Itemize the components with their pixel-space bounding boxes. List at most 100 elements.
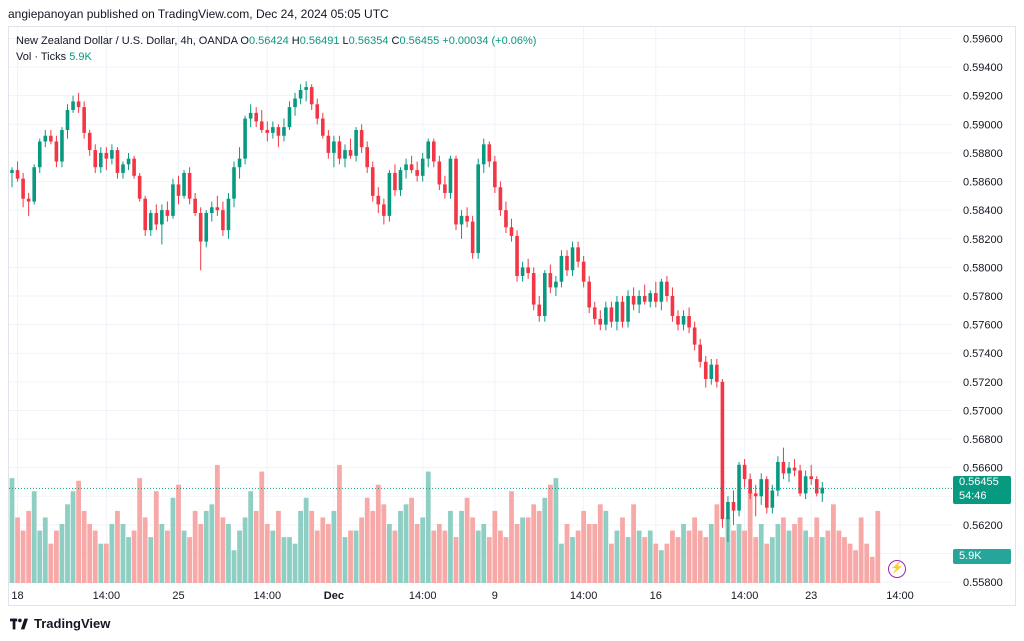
candle-body <box>26 198 31 202</box>
candle-body <box>448 158 453 193</box>
candle-body <box>692 327 697 345</box>
volume-bar <box>92 530 98 583</box>
candle-body <box>171 184 175 216</box>
candle-body <box>282 127 286 136</box>
volume-bar <box>387 524 392 583</box>
candle-body <box>648 293 653 302</box>
volume-bar <box>459 510 464 583</box>
candle-body <box>215 207 220 211</box>
open-value: 0.56424 <box>248 35 289 47</box>
last-price-tag: 0.56455 <box>953 476 1011 490</box>
high-label: H <box>291 35 300 47</box>
volume-bar <box>570 537 575 583</box>
y-tick-label: 0.56200 <box>963 520 1003 532</box>
volume-bar <box>325 524 331 583</box>
y-tick-label: 0.58200 <box>963 234 1003 246</box>
open-label: O <box>240 35 249 47</box>
lightning-icon[interactable]: ⚡ <box>888 560 906 578</box>
volume-bar <box>15 517 20 583</box>
volume-bar <box>425 471 431 583</box>
volume-bar <box>520 517 525 583</box>
volume-bar <box>675 537 681 583</box>
candle-body <box>459 215 464 225</box>
candle-body <box>376 195 381 205</box>
x-tick-label: 14:00 <box>409 590 437 602</box>
candle-body <box>404 164 408 171</box>
volume-bar <box>375 484 381 583</box>
candle-body <box>437 161 442 185</box>
candle-body <box>10 170 14 173</box>
volume-bar <box>525 517 531 583</box>
volume-bar <box>536 510 542 583</box>
candle-body <box>121 164 125 173</box>
candle-body <box>715 364 719 382</box>
candle-body <box>104 152 109 159</box>
volume-bar <box>409 497 414 583</box>
close-label: C <box>391 35 400 47</box>
x-tick-label: 14:00 <box>886 590 914 602</box>
volume-bar <box>681 524 686 583</box>
volume-bar <box>142 517 148 583</box>
volume-bar <box>337 465 342 583</box>
volume-bar <box>670 530 675 583</box>
candle-body <box>221 210 225 231</box>
candle-body <box>814 479 819 494</box>
y-tick-label: 0.57800 <box>963 291 1003 303</box>
volume-bar <box>203 510 209 583</box>
y-tick-label: 0.58400 <box>963 205 1003 217</box>
candle-body <box>598 318 603 325</box>
volume-bar <box>253 510 259 583</box>
candle-body <box>504 210 508 228</box>
candle-body <box>420 158 425 176</box>
volume-bar <box>614 530 620 583</box>
candle-body <box>687 316 691 328</box>
volume-bar <box>264 524 270 583</box>
candle-body <box>792 467 797 471</box>
candle-body <box>670 295 675 317</box>
high-value: 0.56491 <box>299 35 340 47</box>
candle-body <box>87 132 92 151</box>
volume-bar <box>187 537 192 583</box>
volume-bar <box>331 510 337 583</box>
volume-bar <box>747 491 753 583</box>
candle-body <box>426 141 431 159</box>
symbol-row: New Zealand Dollar / U.S. Dollar, 4h, OA… <box>16 33 536 49</box>
candle-body <box>698 344 702 362</box>
candle-body <box>654 293 658 302</box>
candle-body <box>781 461 786 474</box>
candle-body <box>748 479 752 494</box>
volume-bar <box>647 530 653 583</box>
volume-bar <box>442 530 448 583</box>
volume-bar <box>514 524 520 583</box>
candle-body <box>359 130 364 148</box>
y-tick-label: 0.59000 <box>963 119 1003 131</box>
candle-body <box>470 221 475 254</box>
candle-body <box>65 109 70 131</box>
x-tick-label: 14:00 <box>570 590 598 602</box>
candle-body <box>543 273 547 317</box>
volume-bar <box>314 530 320 583</box>
volume-bar <box>609 543 614 583</box>
volume-bar <box>281 537 287 583</box>
candle-body <box>82 107 86 133</box>
volume-bar <box>126 537 131 583</box>
volume-bar <box>214 465 220 583</box>
volume-bar <box>625 537 631 583</box>
candle-body <box>304 87 308 90</box>
volume-bar <box>475 530 481 583</box>
candle-body <box>365 147 369 168</box>
symbol-title[interactable]: New Zealand Dollar / U.S. Dollar, 4h, OA… <box>16 35 238 47</box>
candle-body <box>726 502 730 520</box>
volume-bar <box>20 530 26 583</box>
volume-bar <box>403 504 409 583</box>
footer-brand[interactable]: TradingView <box>10 616 110 631</box>
candle-body <box>198 213 203 242</box>
countdown-tag: 54:46 <box>953 490 1011 504</box>
candle-body <box>481 144 486 165</box>
volume-label[interactable]: Vol · Ticks <box>16 51 67 63</box>
candle-body <box>32 167 36 202</box>
volume-bar <box>359 517 365 583</box>
volume-bar <box>869 556 875 583</box>
volume-bar <box>103 543 109 583</box>
